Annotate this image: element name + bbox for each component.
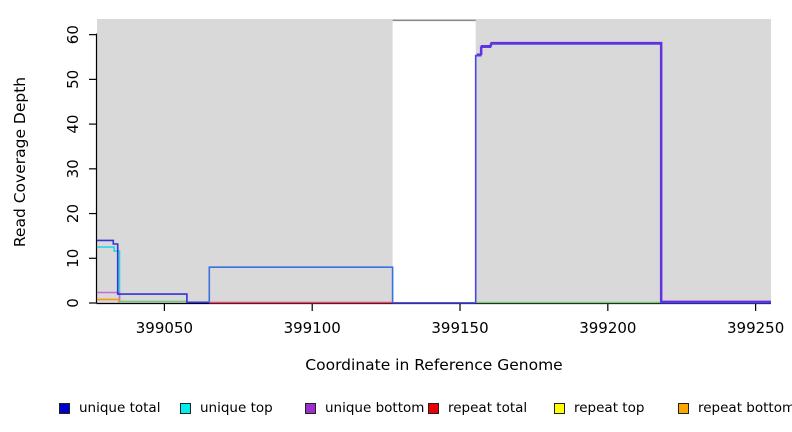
y-tick-label: 0	[64, 298, 82, 308]
series-unique-total-tall-block-	[474, 43, 771, 304]
y-axis-title: Read Coverage Depth	[11, 76, 29, 248]
y-tick-label: 10	[64, 249, 82, 268]
chart-legend: unique total unique top unique bottom repea…	[0, 398, 792, 420]
x-axis-title: Coordinate in Reference Genome	[305, 356, 563, 374]
legend-item-unique-bottom: unique bottom	[305, 398, 424, 418]
shaded-region-left	[97, 19, 393, 303]
legend-item-repeat-bottom: repeat bottom	[678, 398, 792, 418]
series-unique-total-mid-block-depth-8-	[208, 266, 394, 303]
x-tick-label: 399050	[136, 319, 193, 337]
x-tick-label: 399250	[727, 319, 784, 337]
x-tick-label: 399200	[579, 319, 636, 337]
legend-swatch-icon	[554, 402, 565, 414]
shaded-region-right	[475, 19, 771, 303]
legend-swatch-icon	[428, 402, 439, 414]
legend-label: unique bottom	[325, 400, 425, 416]
legend-item-repeat-top: repeat top	[554, 398, 644, 418]
legend-item-repeat-total: repeat total	[428, 398, 527, 418]
legend-label: repeat bottom	[698, 400, 792, 416]
legend-item-unique-total: unique total	[59, 398, 160, 418]
legend-item-unique-top: unique top	[180, 398, 273, 418]
legend-swatch-icon	[305, 402, 316, 414]
y-tick-label: 40	[64, 115, 82, 134]
series-unique-bottom-left-block-	[97, 291, 121, 301]
y-tick-label: 30	[64, 159, 82, 178]
series-unique-total-left-block-	[97, 239, 210, 304]
x-tick-label: 399150	[431, 319, 488, 337]
legend-swatch-icon	[180, 402, 191, 414]
legend-swatch-icon	[678, 402, 689, 414]
x-tick-label: 399100	[284, 319, 341, 337]
legend-label: unique total	[79, 400, 161, 416]
series-repeat-bottom	[97, 298, 120, 303]
y-tick-label: 50	[64, 70, 82, 89]
y-tick-label: 60	[64, 25, 82, 44]
series-unique-bottom-tall-block-	[476, 41, 771, 303]
legend-label: repeat top	[574, 400, 645, 416]
legend-label: unique top	[200, 400, 273, 416]
series-unique-top	[97, 246, 121, 303]
legend-swatch-icon	[59, 402, 70, 414]
y-tick-label: 20	[64, 204, 82, 223]
legend-label: repeat total	[448, 400, 528, 416]
